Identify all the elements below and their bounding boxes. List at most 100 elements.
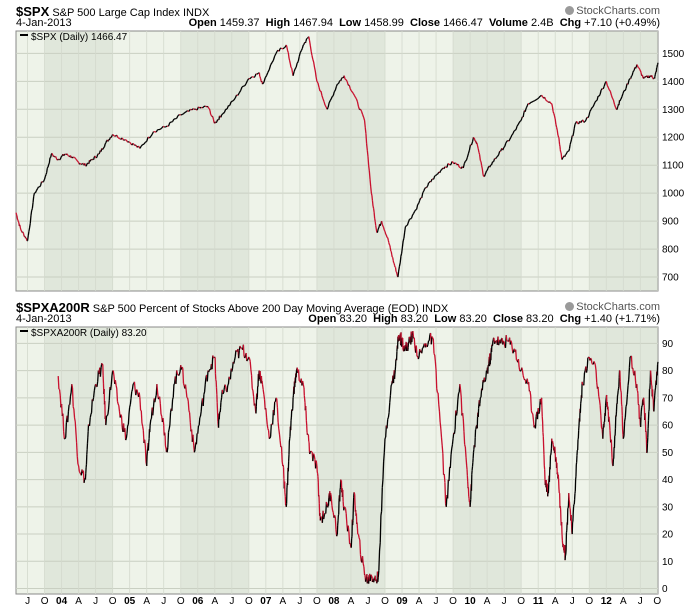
series-segment	[521, 367, 524, 372]
series-segment	[464, 444, 466, 448]
series-segment	[345, 79, 348, 83]
series-segment	[574, 122, 577, 125]
series-segment	[63, 431, 65, 439]
series-segment	[343, 75, 346, 80]
series-segment	[48, 157, 51, 164]
series-segment	[182, 368, 185, 384]
series-segment	[382, 461, 385, 480]
series-segment	[357, 534, 360, 539]
series-segment	[554, 118, 557, 125]
series-segment	[630, 75, 633, 79]
series-segment	[76, 160, 79, 163]
series-segment	[359, 108, 363, 112]
series-segment	[483, 174, 486, 177]
series-segment	[63, 154, 65, 157]
series-segment	[418, 200, 421, 204]
series-segment	[446, 479, 449, 499]
series-segment	[442, 453, 445, 475]
series-segment	[547, 101, 550, 103]
series-segment	[412, 213, 415, 216]
series-segment	[69, 395, 72, 405]
series-segment	[532, 413, 535, 420]
series-segment	[515, 125, 518, 130]
series-segment	[182, 382, 185, 386]
series-segment	[502, 147, 505, 151]
y-tick-label: 30	[662, 502, 674, 513]
series-segment	[538, 95, 541, 99]
series-segment	[313, 454, 316, 460]
series-segment	[329, 98, 332, 101]
series-segment	[593, 102, 596, 105]
series-segment	[241, 85, 244, 88]
series-segment	[150, 418, 153, 421]
series-segment	[127, 413, 130, 425]
series-segment	[387, 237, 390, 241]
series-segment	[162, 125, 165, 128]
series-segment	[200, 106, 203, 109]
series-segment	[360, 111, 364, 115]
series-segment	[95, 156, 98, 159]
series-segment	[480, 161, 483, 166]
series-segment	[622, 435, 625, 439]
series-segment	[245, 80, 249, 84]
series-segment	[144, 439, 146, 447]
series-segment	[553, 113, 556, 117]
series-segment	[415, 208, 417, 211]
series-segment	[320, 91, 323, 96]
series-segment	[564, 153, 567, 156]
series-segment	[317, 82, 320, 88]
series-segment	[136, 390, 139, 395]
series-segment	[374, 221, 377, 226]
series-segment	[314, 70, 317, 78]
series-segment	[381, 479, 384, 488]
series-segment	[610, 94, 613, 99]
series-segment	[594, 100, 597, 103]
x-tick-label: A	[75, 596, 82, 607]
series-segment	[167, 122, 171, 127]
series-segment	[267, 430, 270, 439]
series-segment	[632, 70, 635, 73]
series-segment	[145, 140, 148, 143]
series-segment	[124, 428, 127, 441]
series-segment	[461, 413, 464, 420]
series-segment	[631, 72, 634, 76]
series-segment	[308, 40, 312, 47]
series-segment	[365, 143, 368, 151]
stockcharts-logo-icon	[565, 302, 575, 311]
series-segment	[365, 133, 368, 144]
series-segment	[125, 433, 128, 439]
series-segment	[327, 102, 330, 108]
series-segment	[451, 160, 454, 163]
series-segment	[349, 88, 352, 92]
series-segment	[246, 359, 249, 362]
series-segment	[188, 410, 191, 414]
series-segment	[300, 48, 303, 52]
series-segment	[337, 82, 340, 85]
series-segment	[566, 151, 569, 154]
series-segment	[208, 108, 211, 111]
series-segment	[250, 76, 253, 79]
series-segment	[434, 354, 437, 362]
series-segment	[590, 358, 593, 364]
series-segment	[533, 100, 536, 102]
series-segment	[496, 155, 499, 158]
panel2-watermark: StockCharts.com	[565, 301, 660, 313]
series-segment	[403, 231, 406, 239]
series-segment	[422, 190, 425, 194]
series-segment	[628, 356, 631, 368]
series-segment	[583, 370, 586, 374]
series-segment	[551, 103, 554, 108]
series-segment	[246, 358, 249, 361]
series-segment	[565, 152, 568, 155]
series-segment	[107, 408, 110, 415]
series-segment	[481, 168, 484, 175]
series-segment	[347, 525, 350, 532]
series-segment	[544, 96, 547, 100]
panel2-close: 83.20	[526, 313, 554, 325]
series-segment	[599, 405, 602, 416]
series-segment	[364, 127, 367, 134]
series-segment	[535, 98, 538, 101]
series-segment	[251, 388, 254, 391]
series-segment	[274, 53, 277, 57]
series-segment	[402, 238, 405, 242]
